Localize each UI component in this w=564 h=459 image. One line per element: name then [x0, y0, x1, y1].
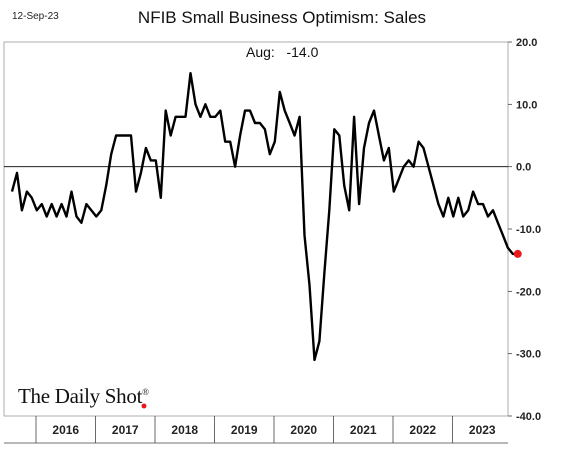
brand-registered-mark: ®: [142, 387, 149, 397]
y-tick-label: -10.0: [516, 224, 541, 236]
y-tick-label: 20.0: [516, 37, 537, 49]
x-tick-label: 2023: [469, 423, 496, 437]
annotation-value: -14.0: [286, 44, 319, 60]
annotation-label: Aug:: [246, 44, 275, 60]
x-tick-label: 2017: [112, 423, 139, 437]
chart-title: NFIB Small Business Optimism: Sales: [137, 8, 427, 27]
x-tick-label: 2016: [52, 423, 79, 437]
date-stamp: 12-Sep-23: [12, 11, 59, 22]
series-line: [10, 71, 518, 362]
x-tick-label: 2021: [350, 423, 377, 437]
brand-logo: The Daily Shot®: [18, 384, 149, 409]
y-tick-label: 0.0: [516, 162, 531, 174]
brand-dot-icon: [141, 403, 147, 409]
x-tick-label: 2020: [290, 423, 317, 437]
y-tick-label: -20.0: [516, 286, 541, 298]
brand-name: The Daily Shot: [18, 384, 143, 408]
plot-frame: [3, 41, 509, 417]
y-tick-label: -40.0: [516, 411, 541, 423]
y-tick-label: 10.0: [516, 99, 537, 111]
last-data-point: [513, 249, 522, 258]
x-tick-label: 2019: [231, 423, 258, 437]
x-tick-label: 2022: [409, 423, 436, 437]
x-tick-label: 2018: [171, 423, 198, 437]
y-tick-label: -30.0: [516, 349, 541, 361]
latest-value-annotation: Aug: -14.0: [246, 44, 318, 60]
